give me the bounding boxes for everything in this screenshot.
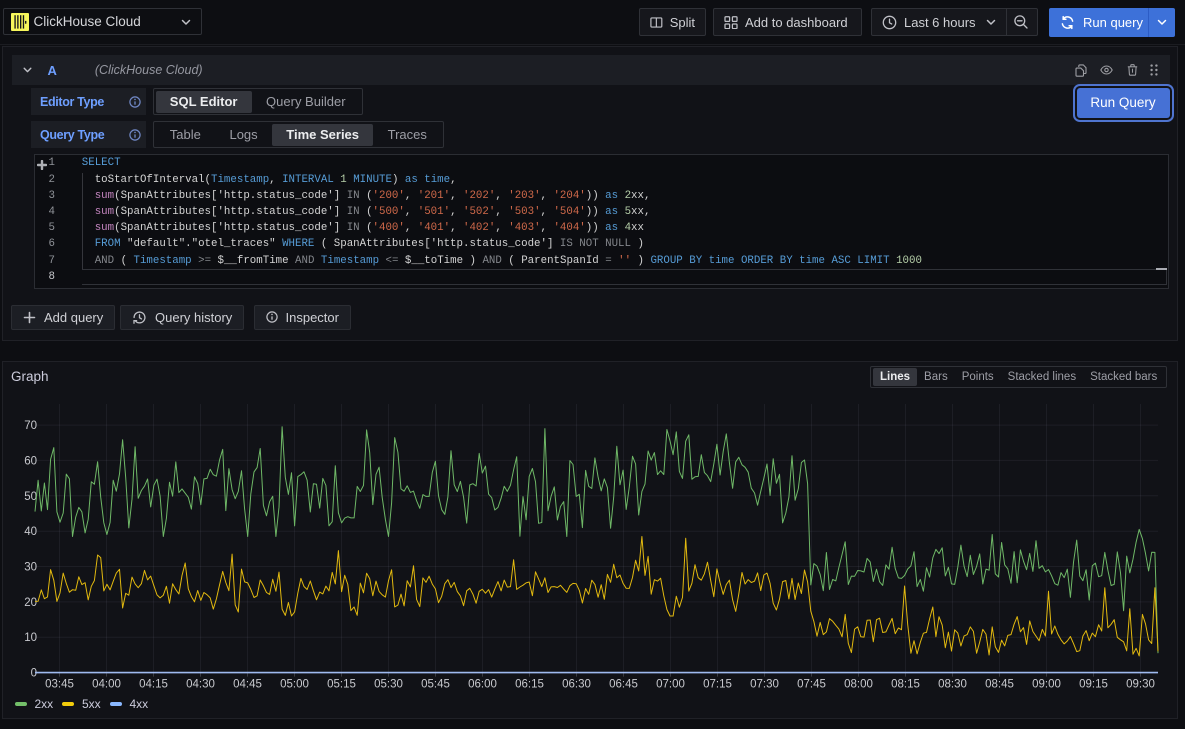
svg-text:07:15: 07:15 [703, 679, 732, 691]
svg-text:20: 20 [24, 597, 37, 609]
svg-text:30: 30 [24, 562, 37, 574]
svg-text:03:45: 03:45 [45, 679, 74, 691]
svg-text:08:30: 08:30 [938, 679, 967, 691]
svg-text:06:15: 06:15 [515, 679, 544, 691]
svg-text:05:30: 05:30 [374, 679, 403, 691]
svg-text:08:00: 08:00 [844, 679, 873, 691]
svg-text:07:45: 07:45 [797, 679, 826, 691]
svg-text:05:15: 05:15 [327, 679, 356, 691]
svg-text:06:00: 06:00 [468, 679, 497, 691]
svg-text:0: 0 [31, 668, 37, 680]
svg-text:04:30: 04:30 [186, 679, 215, 691]
svg-text:06:45: 06:45 [609, 679, 638, 691]
svg-text:07:00: 07:00 [656, 679, 685, 691]
svg-text:04:00: 04:00 [92, 679, 121, 691]
svg-text:04:45: 04:45 [233, 679, 262, 691]
svg-text:05:00: 05:00 [280, 679, 309, 691]
svg-text:09:30: 09:30 [1126, 679, 1155, 691]
svg-text:05:45: 05:45 [421, 679, 450, 691]
svg-text:04:15: 04:15 [139, 679, 168, 691]
svg-text:10: 10 [24, 632, 37, 644]
svg-text:40: 40 [24, 526, 37, 538]
svg-text:07:30: 07:30 [750, 679, 779, 691]
svg-text:09:15: 09:15 [1079, 679, 1108, 691]
svg-text:60: 60 [24, 455, 37, 467]
svg-text:06:30: 06:30 [562, 679, 591, 691]
svg-text:70: 70 [24, 420, 37, 432]
svg-text:08:15: 08:15 [891, 679, 920, 691]
svg-text:50: 50 [24, 491, 37, 503]
svg-text:08:45: 08:45 [985, 679, 1014, 691]
svg-text:09:00: 09:00 [1032, 679, 1061, 691]
